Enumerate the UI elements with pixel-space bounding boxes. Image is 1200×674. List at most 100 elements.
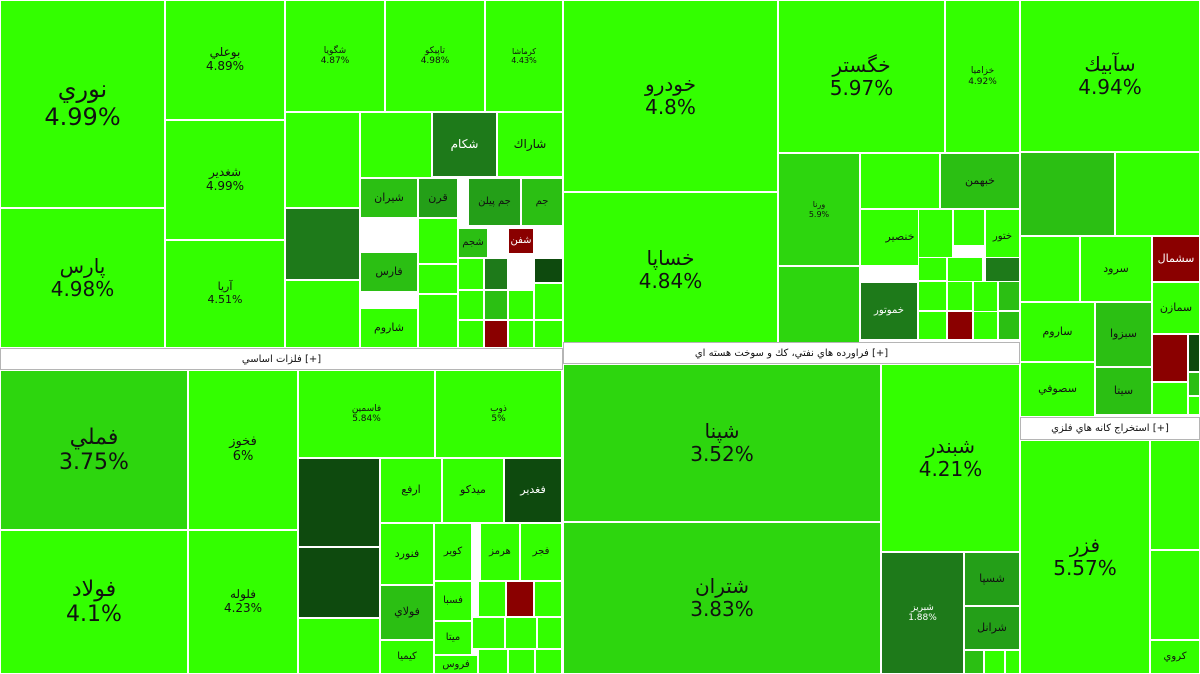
treemap-tile-minor-3[interactable] — [285, 280, 360, 348]
treemap-tile-s3-t2[interactable]: شبندر 4.21% — [881, 364, 1020, 552]
treemap-tile-minor-49[interactable] — [1115, 152, 1200, 236]
treemap-tile-minor-46[interactable] — [984, 650, 1005, 674]
treemap-tile-s5-t0[interactable]: فزر 5.57% — [1020, 440, 1150, 674]
treemap-tile-s1-t9[interactable]: فنورد — [380, 523, 434, 585]
treemap-tile-s0-t12[interactable]: شاروم — [360, 308, 418, 348]
treemap-tile-s1-t2[interactable]: فخوز 6% — [188, 370, 298, 530]
sector-header-1[interactable]: فلزات اساسي [+] — [0, 348, 563, 370]
treemap-tile-minor-54[interactable] — [1188, 372, 1200, 396]
treemap-tile-minor-2[interactable] — [285, 208, 360, 280]
treemap-tile-s0-t0[interactable]: نوري 4.99% — [0, 0, 165, 208]
treemap-tile-s0-t15[interactable]: جم — [521, 178, 563, 226]
treemap-tile-s1-t10[interactable]: كوير — [434, 523, 472, 581]
treemap-tile-s1-t4[interactable]: فاسمين 5.84% — [298, 370, 435, 458]
treemap-tile-s0-t9[interactable]: شاراك — [497, 112, 563, 177]
treemap-tile-minor-16[interactable] — [508, 320, 534, 348]
treemap-tile-minor-40[interactable] — [998, 281, 1020, 311]
treemap-tile-minor-13[interactable] — [534, 283, 563, 320]
treemap-tile-minor-43[interactable] — [973, 311, 998, 340]
treemap-tile-minor-15[interactable] — [484, 320, 508, 348]
treemap-tile-minor-22[interactable] — [506, 581, 534, 617]
treemap-tile-s1-t0[interactable]: فملي 3.75% — [0, 370, 188, 530]
treemap-tile-s1-t14[interactable]: فسبا — [434, 581, 472, 621]
treemap-tile-s0-t3[interactable]: شغدير 4.99% — [165, 120, 285, 240]
treemap-tile-s2-t2[interactable]: خگستر 5.97% — [778, 0, 945, 153]
treemap-tile-s3-t4[interactable]: شسپا — [964, 552, 1020, 606]
treemap-tile-s0-t5[interactable]: شگويا 4.87% — [285, 0, 385, 112]
treemap-tile-s0-t4[interactable]: آريا 4.51% — [165, 240, 285, 348]
treemap-tile-s0-t10[interactable]: شيران — [360, 178, 418, 218]
treemap-tile-s0-t2[interactable]: بوعلي 4.89% — [165, 0, 285, 120]
treemap-tile-s0-t16[interactable]: شجم — [458, 228, 488, 258]
treemap-tile-minor-1[interactable] — [360, 112, 432, 178]
treemap-tile-minor-30[interactable] — [778, 266, 860, 348]
treemap-tile-minor-48[interactable] — [1020, 152, 1115, 236]
treemap-tile-s2-t4[interactable]: ورنا 5.9% — [778, 153, 860, 266]
treemap-tile-s1-t12[interactable]: فجر — [520, 523, 562, 581]
treemap-tile-minor-55[interactable] — [1188, 396, 1200, 415]
treemap-tile-minor-38[interactable] — [947, 281, 973, 311]
treemap-tile-minor-32[interactable] — [918, 209, 953, 261]
treemap-tile-minor-21[interactable] — [478, 581, 506, 617]
treemap-tile-s0-t13[interactable]: قرن — [418, 178, 458, 218]
treemap-tile-s1-t1[interactable]: فولاد 4.1% — [0, 530, 188, 674]
treemap-tile-minor-19[interactable] — [298, 547, 380, 618]
treemap-tile-s1-t8[interactable]: فغدير — [504, 458, 562, 523]
treemap-tile-minor-11[interactable] — [484, 290, 508, 320]
treemap-tile-minor-12[interactable] — [508, 290, 534, 320]
treemap-tile-minor-53[interactable] — [1152, 382, 1188, 415]
treemap-tile-minor-6[interactable] — [418, 294, 458, 348]
treemap-tile-s4-t6[interactable]: سصوفي — [1020, 362, 1095, 417]
treemap-tile-minor-18[interactable] — [298, 458, 380, 547]
treemap-tile-s0-t1[interactable]: پارس 4.98% — [0, 208, 165, 348]
treemap-tile-s2-t8[interactable]: ختور — [985, 209, 1020, 265]
treemap-tile-s2-t0[interactable]: خودرو 4.8% — [563, 0, 778, 192]
treemap-tile-minor-37[interactable] — [918, 281, 947, 311]
treemap-tile-s1-t16[interactable]: كيميا — [380, 640, 434, 674]
treemap-tile-minor-41[interactable] — [918, 311, 947, 340]
treemap-tile-minor-23[interactable] — [534, 581, 562, 617]
treemap-tile-minor-8[interactable] — [484, 258, 508, 290]
treemap-tile-s1-t11[interactable]: هرمز — [480, 523, 520, 581]
treemap-tile-s2-t1[interactable]: خساپا 4.84% — [563, 192, 778, 348]
treemap-tile-minor-7[interactable] — [458, 258, 484, 290]
treemap-tile-minor-5[interactable] — [418, 264, 458, 294]
treemap-tile-minor-47[interactable] — [1005, 650, 1020, 674]
treemap-tile-s0-t11[interactable]: فارس — [360, 252, 418, 292]
treemap-tile-minor-50[interactable] — [1020, 236, 1080, 302]
treemap-tile-minor-25[interactable] — [505, 617, 537, 649]
treemap-tile-minor-4[interactable] — [418, 218, 458, 264]
treemap-tile-s0-t7[interactable]: كرماشا 4.43% — [485, 0, 563, 112]
treemap-tile-s1-t6[interactable]: ارفع — [380, 458, 442, 523]
treemap-tile-s2-t3[interactable]: خزاميا 4.92% — [945, 0, 1020, 153]
treemap-tile-minor-24[interactable] — [472, 617, 505, 649]
treemap-tile-minor-14[interactable] — [458, 320, 484, 348]
treemap-tile-s1-t7[interactable]: ميدكو — [442, 458, 504, 523]
treemap-tile-minor-17[interactable] — [534, 320, 563, 348]
sector-header-3[interactable]: فراورده هاي نفتي، كك و سوخت هسته اي [+] — [563, 342, 1020, 364]
treemap-tile-minor-27[interactable] — [478, 649, 508, 674]
treemap-tile-s0-t6[interactable]: تاپيكو 4.98% — [385, 0, 485, 112]
treemap-tile-s4-t5[interactable]: سبزوا — [1095, 302, 1152, 367]
treemap-tile-s1-t15[interactable]: ميتا — [434, 621, 472, 655]
treemap-tile-s4-t3[interactable]: سمازن — [1152, 282, 1200, 334]
treemap-tile-minor-29[interactable] — [535, 649, 562, 674]
treemap-tile-s4-t4[interactable]: ساروم — [1020, 302, 1095, 362]
treemap-tile-minor-42[interactable] — [947, 311, 973, 340]
treemap-tile-s4-t0[interactable]: سآبيك 4.94% — [1020, 0, 1200, 152]
treemap-tile-minor-26[interactable] — [537, 617, 562, 649]
treemap-tile-s1-t17[interactable]: فروس — [434, 655, 478, 674]
treemap-tile-minor-45[interactable] — [964, 650, 984, 674]
treemap-tile-s4-t7[interactable]: سيتا — [1095, 367, 1152, 415]
treemap-tile-minor-28[interactable] — [508, 649, 535, 674]
treemap-tile-s4-t1[interactable]: سشمال — [1152, 236, 1200, 282]
treemap-tile-minor-20[interactable] — [298, 618, 380, 674]
treemap-tile-minor-52[interactable] — [1188, 334, 1200, 372]
sector-header-5[interactable]: استخراج كانه هاي فلزي [+] — [1020, 417, 1200, 440]
treemap-tile-minor-34[interactable] — [918, 257, 947, 281]
treemap-tile-s3-t0[interactable]: شپنا 3.52% — [563, 364, 881, 522]
treemap-tile-s0-t8[interactable]: شكام — [432, 112, 497, 177]
treemap-tile-minor-44[interactable] — [998, 311, 1020, 340]
treemap-tile-s1-t5[interactable]: ذوب 5% — [435, 370, 562, 458]
treemap-tile-minor-57[interactable] — [1150, 550, 1200, 640]
